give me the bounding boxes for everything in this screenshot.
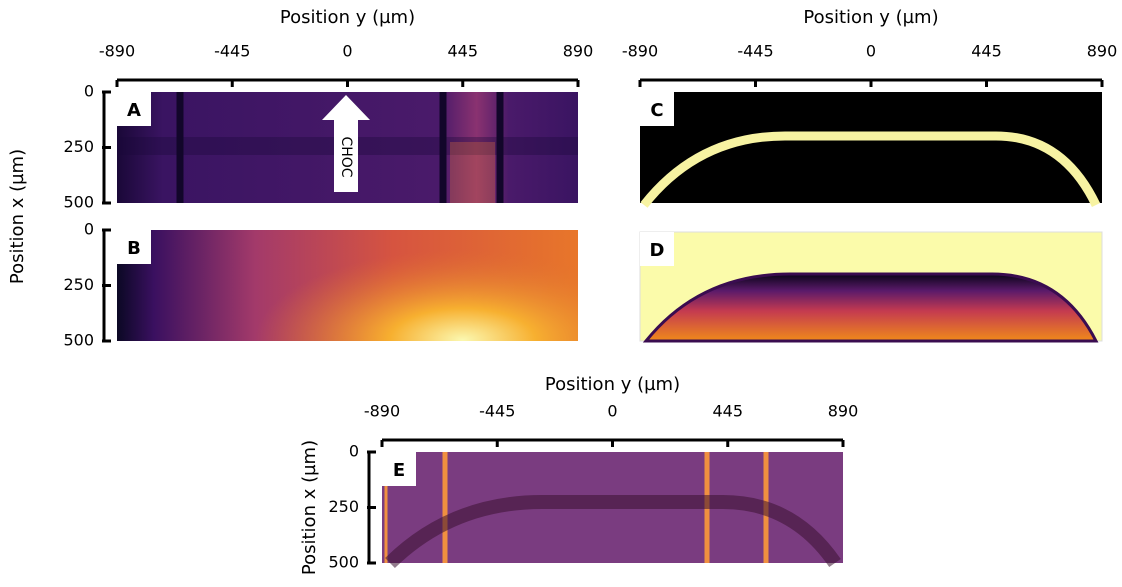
image-shape — [642, 272, 1099, 343]
panel-label: B — [127, 238, 141, 259]
panel-label-box — [117, 92, 151, 126]
panel-label-box — [382, 452, 416, 486]
y-tick-label: 0 — [84, 82, 94, 101]
y-tick-label: 0 — [349, 442, 359, 461]
x-tick-label: -445 — [479, 402, 515, 421]
x-tick-label: -890 — [622, 42, 658, 61]
x-tick-label: 0 — [342, 42, 352, 61]
y-tick-label: 500 — [63, 193, 94, 212]
panel-label-box — [117, 230, 151, 264]
panel-label-box — [640, 232, 674, 266]
image-glow — [117, 230, 578, 341]
x-tick-label: -445 — [214, 42, 250, 61]
x-tick-label: -445 — [737, 42, 773, 61]
y-tick-label: 250 — [63, 275, 94, 294]
image-band — [640, 131, 1101, 208]
y-tick-label: 250 — [63, 137, 94, 156]
x-tick-label: -890 — [99, 42, 135, 61]
x-tick-label: 445 — [447, 42, 478, 61]
panel-label: A — [127, 100, 141, 121]
x-axis-label: Position y (µm) — [280, 7, 415, 28]
y-axis-label: Position x (µm) — [7, 149, 28, 284]
x-tick-label: 890 — [1087, 42, 1118, 61]
image-glow — [450, 142, 495, 203]
arrow-label: CHOC — [338, 136, 354, 177]
arrow — [322, 95, 370, 192]
x-tick-label: 445 — [712, 402, 743, 421]
panel-label-box — [640, 92, 674, 126]
y-axis-label: Position x (µm) — [299, 440, 320, 575]
image-band — [385, 495, 841, 568]
x-axis-label: Position y (µm) — [803, 7, 938, 28]
panel-label: D — [650, 240, 665, 261]
y-tick-label: 250 — [328, 497, 359, 516]
x-tick-label: -890 — [364, 402, 400, 421]
x-tick-label: 445 — [971, 42, 1002, 61]
x-tick-label: 0 — [866, 42, 876, 61]
panel-label: E — [393, 460, 405, 481]
panel-label: C — [650, 100, 663, 121]
x-tick-label: 0 — [607, 402, 617, 421]
x-tick-label: 890 — [563, 42, 594, 61]
y-tick-label: 0 — [84, 220, 94, 239]
y-tick-label: 500 — [63, 331, 94, 350]
x-axis-label: Position y (µm) — [545, 374, 680, 395]
x-tick-label: 890 — [828, 402, 859, 421]
y-tick-label: 500 — [328, 553, 359, 572]
